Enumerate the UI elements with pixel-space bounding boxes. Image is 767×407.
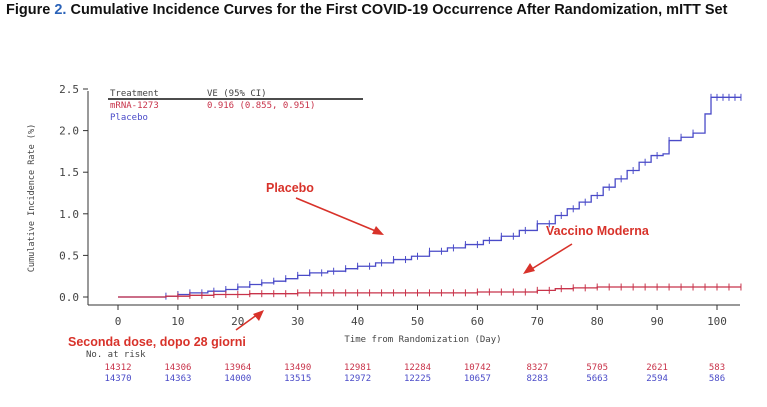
annotation-moderna-arrowhead <box>523 263 535 274</box>
risk-value: 8327 <box>526 363 548 373</box>
risk-value: 2594 <box>646 374 668 384</box>
x-tick-label: 70 <box>531 315 544 328</box>
series-line-placebo <box>118 97 741 297</box>
risk-value: 14312 <box>104 363 131 373</box>
annotation-placebo-text: Placebo <box>266 181 314 195</box>
x-tick-label: 30 <box>291 315 304 328</box>
y-tick-label: 1.0 <box>59 208 79 221</box>
risk-value: 13964 <box>224 363 251 373</box>
legend-header-ve: VE (95% CI) <box>207 89 267 99</box>
risk-value: 13515 <box>284 374 311 384</box>
risk-value: 5663 <box>586 374 608 384</box>
x-axis-label: Time from Randomization (Day) <box>344 335 501 345</box>
x-tick-label: 50 <box>411 315 424 328</box>
annotation-placebo-arrow <box>296 198 378 232</box>
risk-value: 14363 <box>164 374 191 384</box>
risk-value: 583 <box>709 363 725 373</box>
legend: Treatment VE (95% CI) mRNA-1273 0.916 (0… <box>108 89 363 123</box>
risk-value: 10657 <box>464 374 491 384</box>
y-tick-label: 0.5 <box>59 249 79 262</box>
annotation-moderna: Vaccino Moderna <box>523 224 650 274</box>
risk-value: 2621 <box>646 363 668 373</box>
x-tick-label: 10 <box>171 315 184 328</box>
risk-value: 5705 <box>586 363 608 373</box>
series-placebo <box>118 94 741 300</box>
y-ticks: 0.0 0.5 1.0 1.5 2.0 2.5 <box>59 83 88 304</box>
y-tick-label: 1.5 <box>59 166 79 179</box>
risk-value: 12972 <box>344 374 371 384</box>
risk-row-mrna-1273: 14312 14306 13964 13490 12981 12284 10742 8327 5… <box>104 363 767 373</box>
y-tick-label: 0.0 <box>59 291 79 304</box>
risk-value: 14370 <box>104 374 131 384</box>
y-tick-label: 2.5 <box>59 83 79 96</box>
x-ticks: 0102030405060708090100110 <box>115 305 767 328</box>
annotation-moderna-text: Vaccino Moderna <box>546 224 650 238</box>
risk-value: 12284 <box>404 363 431 373</box>
y-axis-label: Cumulative Incidence Rate (%) <box>27 124 37 272</box>
legend-mrna-label: mRNA-1273 <box>110 101 159 111</box>
annotation-second-dose-text: Seconda dose, dopo 28 giorni <box>68 335 246 349</box>
x-tick-label: 40 <box>351 315 364 328</box>
x-tick-label: 100 <box>707 315 727 328</box>
risk-value: 14000 <box>224 374 251 384</box>
risk-value: 12981 <box>344 363 371 373</box>
x-tick-label: 80 <box>591 315 604 328</box>
risk-value: 10742 <box>464 363 491 373</box>
annotation-moderna-arrow <box>530 244 572 270</box>
legend-mrna-ve: 0.916 (0.855, 0.951) <box>207 101 315 111</box>
legend-header-treatment: Treatment <box>110 89 159 99</box>
annotation-placebo: Placebo <box>266 181 384 235</box>
risk-table-title: No. at risk <box>86 350 146 360</box>
risk-row-placebo: 14370 14363 14000 13515 12972 12225 10657 8283 5… <box>104 374 767 384</box>
x-tick-label: 60 <box>471 315 484 328</box>
x-tick-label: 0 <box>115 315 122 328</box>
risk-value: 12225 <box>404 374 431 384</box>
x-tick-label: 90 <box>650 315 663 328</box>
risk-value: 586 <box>709 374 725 384</box>
y-tick-label: 2.0 <box>59 125 79 138</box>
legend-placebo-label: Placebo <box>110 113 148 123</box>
risk-value: 14306 <box>164 363 191 373</box>
annotation-placebo-arrowhead <box>372 226 384 235</box>
annotation-second-dose-arrowhead <box>253 310 264 321</box>
risk-value: 13490 <box>284 363 311 373</box>
risk-value: 8283 <box>526 374 548 384</box>
